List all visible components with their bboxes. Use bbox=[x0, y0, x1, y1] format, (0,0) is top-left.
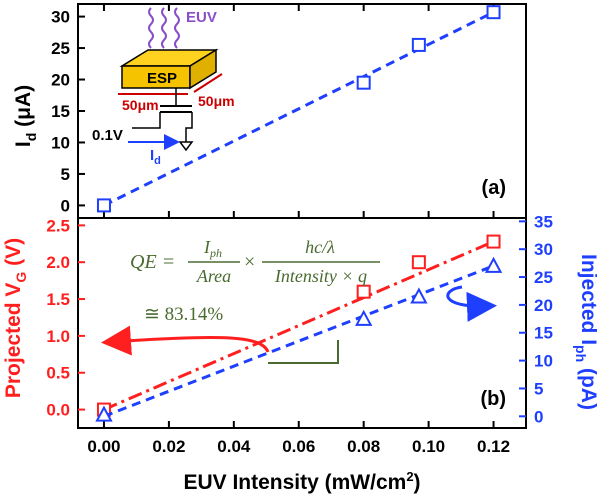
panel-b-point-right bbox=[95, 405, 113, 422]
panel-b-ytick-left-label: 2.0 bbox=[46, 253, 70, 272]
eq-result: ≅ 83.14% bbox=[144, 304, 223, 325]
source-wire bbox=[185, 112, 193, 142]
eq-times: × bbox=[244, 251, 255, 273]
voltage-label: 0.1V bbox=[92, 127, 123, 144]
panel-b-ylabel-right-unit: (pA) bbox=[577, 362, 597, 410]
panel-b-ytick-left-label: 1.0 bbox=[46, 327, 70, 346]
current-label: Id bbox=[150, 147, 161, 167]
x-tick-label: 0.04 bbox=[217, 437, 251, 456]
eq-lhs: QE = bbox=[130, 251, 175, 273]
qe-equation: QE = Iph Area × hc/λ Intensity × q ≅ 83.… bbox=[130, 237, 380, 364]
euv-wave-2 bbox=[161, 7, 167, 49]
panel-b-ylabel-right-sub: ph bbox=[573, 345, 589, 362]
x-tick-label: 0.00 bbox=[87, 437, 120, 456]
panel-a-ytick-label: 25 bbox=[51, 39, 70, 58]
panel-a-ytick-label: 10 bbox=[51, 133, 70, 152]
panel-b-fit-line-left bbox=[103, 240, 495, 411]
panel-b-ytick-right-label: 0 bbox=[534, 407, 543, 426]
eq-num1-sub: ph bbox=[209, 246, 222, 260]
panel-b-point-left bbox=[356, 284, 371, 299]
panel-b-frame bbox=[77, 217, 527, 429]
panel-b-point-left bbox=[486, 234, 501, 249]
panel-b-ytick-left-label: 0.0 bbox=[46, 401, 70, 420]
panel-b-ytick-left-label: 0.5 bbox=[46, 364, 70, 383]
x-tick-label: 0.08 bbox=[347, 437, 380, 456]
panel-b-ytick-right-label: 35 bbox=[534, 212, 553, 231]
panel-a-ytick-label: 5 bbox=[61, 165, 70, 184]
panel-b-ylabel-right: Injected Iph (pA) bbox=[573, 254, 597, 410]
ground-symbol bbox=[178, 141, 194, 152]
panel-b-point-right bbox=[355, 309, 373, 326]
euv-wave-1 bbox=[148, 7, 154, 49]
current-label-sub: d bbox=[154, 155, 161, 167]
panel-b-fit-line-right bbox=[103, 264, 495, 418]
eq-num2: hc/λ bbox=[305, 237, 335, 257]
x-axis-title-sup: 2 bbox=[406, 469, 413, 484]
x-tick-label: 0.02 bbox=[152, 437, 185, 456]
panel-a-fit-line bbox=[103, 10, 495, 207]
panel-b-label: (b) bbox=[480, 388, 506, 410]
dim-x-label: 50μm bbox=[122, 97, 159, 113]
panel-b-ytick-left-label: 1.5 bbox=[46, 290, 70, 309]
esp-label: ESP bbox=[147, 70, 177, 87]
inset-schematic: EUV ESP 50μm 50μm 0.1V Id bbox=[92, 7, 235, 167]
panel-b-ytick-right-label: 15 bbox=[534, 324, 553, 343]
panel-b-ytick-left-label: 2.5 bbox=[46, 216, 70, 235]
x-tick-label: 0.12 bbox=[477, 437, 510, 456]
drain-wire bbox=[132, 112, 161, 129]
eq-num1: Iph bbox=[203, 237, 222, 260]
panel-a-point bbox=[356, 75, 371, 90]
panel-b-ytick-right-label: 10 bbox=[534, 352, 553, 371]
panel-a-point bbox=[411, 37, 426, 52]
esp-chip-side bbox=[189, 48, 217, 90]
x-tick-label: 0.10 bbox=[412, 437, 445, 456]
panel-b-ylabel-left: Projected VG (V) bbox=[2, 238, 29, 398]
panel-b-ylabel-left-sub: G bbox=[13, 272, 29, 283]
panel-a-ylabel: Id (μA) bbox=[12, 85, 39, 147]
panel-b-ytick-right-label: 5 bbox=[534, 379, 543, 398]
red-axis-arrow bbox=[101, 325, 270, 356]
panel-b-ylabel-left-unit: (V) bbox=[2, 238, 25, 272]
panel-b-point-left bbox=[411, 255, 426, 270]
eq-den1: Area bbox=[196, 266, 231, 286]
x-tick-label: 0.06 bbox=[282, 437, 315, 456]
eq-den2: Intensity × q bbox=[274, 266, 367, 286]
x-axis-title-end: ) bbox=[414, 471, 421, 494]
panel-a-ytick-label: 30 bbox=[51, 8, 70, 27]
panel-b-ytick-right-label: 30 bbox=[534, 240, 553, 259]
dim-y-label: 50μm bbox=[198, 93, 235, 109]
euv-label: EUV bbox=[186, 9, 217, 26]
panel-a-ytick-label: 0 bbox=[61, 196, 70, 215]
panel-a-ytick-label: 20 bbox=[51, 71, 70, 90]
panel-a-point bbox=[486, 5, 501, 20]
dim-y-line bbox=[193, 73, 223, 93]
panel-a-ylabel-unit: (μA) bbox=[12, 85, 35, 133]
blue-axis-arrow bbox=[446, 285, 497, 322]
euv-wave-3 bbox=[174, 7, 180, 49]
panel-a-label: (a) bbox=[482, 177, 506, 199]
panel-b-point-right bbox=[484, 256, 503, 273]
panel-a: 0 5 10 15 20 25 30 bbox=[51, 4, 501, 218]
panel-b-ytick-right-label: 20 bbox=[534, 296, 553, 315]
panel-b-point-right bbox=[410, 287, 428, 304]
panel-a-ylabel-sub: d bbox=[23, 133, 39, 142]
x-axis-title: EUV Intensity (mW/cm2) bbox=[183, 469, 420, 494]
panel-b-ytick-right-label: 25 bbox=[534, 268, 553, 287]
panel-b: 0.00 0.02 0.04 0.06 0.08 0.10 0.12 0.0 0.5 1.0 1.5… bbox=[46, 212, 553, 456]
panel-a-point bbox=[96, 198, 111, 213]
panel-a-ytick-label: 15 bbox=[51, 102, 70, 121]
slope-bracket bbox=[268, 340, 339, 364]
